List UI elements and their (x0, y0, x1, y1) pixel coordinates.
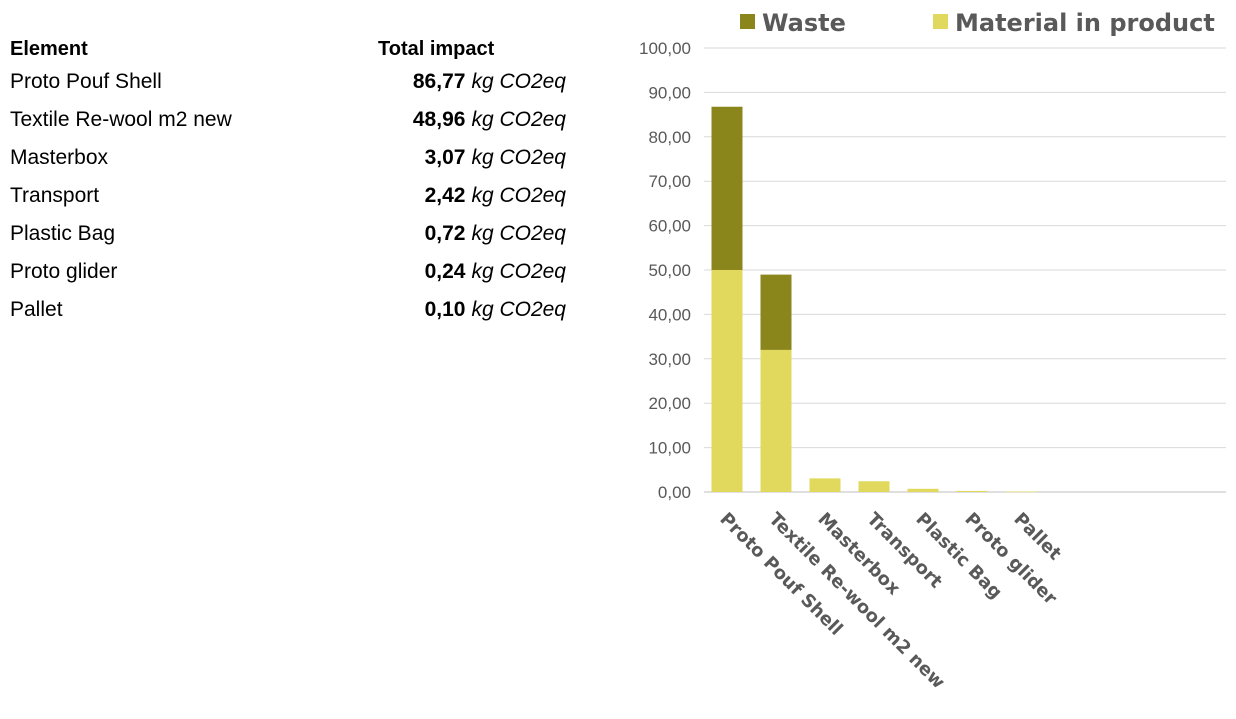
element-name: Masterbox (10, 146, 109, 169)
table-row: Textile Re-wool m2 new 48,96 kg CO2eq (10, 104, 570, 142)
impact-number: 3,07 (424, 146, 466, 169)
table-row: Proto Pouf Shell 86,77 kg CO2eq (10, 66, 570, 104)
bar-material-in-product (956, 490, 988, 492)
impact-number: 0,10 (424, 298, 466, 321)
bar-waste (760, 274, 792, 350)
impact-value: 2,42 kg CO2eq (425, 184, 566, 208)
table-row: Transport 2,42 kg CO2eq (10, 180, 570, 218)
element-name: Plastic Bag (10, 222, 116, 245)
element-name: Transport (10, 184, 100, 207)
legend-swatch (740, 14, 755, 29)
header-total-impact: Total impact (378, 38, 495, 60)
impact-unit: kg CO2eq (471, 70, 566, 93)
table-row: Plastic Bag 0,72 kg CO2eq (10, 218, 570, 256)
y-tick-label: 0,00 (658, 483, 691, 502)
bar-waste (711, 106, 743, 270)
impact-unit: kg CO2eq (471, 184, 566, 207)
impact-value: 48,96 kg CO2eq (413, 108, 566, 132)
impact-value: 0,24 kg CO2eq (425, 260, 566, 284)
legend-label: Material in product (955, 9, 1215, 37)
table-row: Proto glider 0,24 kg CO2eq (10, 256, 570, 294)
y-tick-label: 60,00 (648, 217, 691, 236)
impact-unit: kg CO2eq (471, 260, 566, 283)
table-header: Element Total impact (10, 34, 570, 66)
stacked-bar-chart: 0,00 10,00 20,00 30,00 40,00 50,00 60,00 70,00 8… (639, 9, 1226, 693)
y-tick-label: 50,00 (648, 261, 691, 280)
impact-value: 3,07 kg CO2eq (425, 146, 566, 170)
y-tick-label: 10,00 (648, 439, 691, 458)
y-tick-label: 40,00 (648, 305, 691, 324)
impact-number: 0,24 (424, 260, 466, 283)
impact-table: Element Total impact Proto Pouf Shell 86,… (10, 34, 570, 332)
impact-number: 2,42 (424, 184, 466, 207)
impact-number: 86,77 (412, 70, 466, 93)
y-tick-label: 30,00 (648, 350, 691, 369)
y-tick-label: 70,00 (648, 172, 691, 191)
y-tick-label: 80,00 (648, 128, 691, 147)
impact-unit: kg CO2eq (471, 298, 566, 321)
element-name: Proto glider (10, 260, 118, 283)
impact-unit: kg CO2eq (471, 146, 566, 169)
y-tick-label: 90,00 (648, 83, 691, 102)
impact-unit: kg CO2eq (471, 222, 566, 245)
table-row: Pallet 0,10 kg CO2eq (10, 294, 570, 332)
bar-material-in-product (858, 481, 890, 492)
table-row: Masterbox 3,07 kg CO2eq (10, 142, 570, 180)
impact-value: 86,77 kg CO2eq (413, 70, 566, 94)
impact-value: 0,10 kg CO2eq (425, 298, 566, 322)
legend-swatch (933, 14, 948, 29)
bar-material-in-product (907, 488, 939, 492)
impact-number: 0,72 (424, 222, 466, 245)
bar-material-in-product (711, 270, 743, 492)
header-element: Element (10, 38, 88, 60)
bar-material-in-product (1005, 491, 1037, 493)
impact-unit: kg CO2eq (471, 108, 566, 131)
legend-label: Waste (762, 9, 846, 37)
element-name: Textile Re-wool m2 new (10, 108, 232, 131)
impact-number: 48,96 (412, 108, 466, 131)
impact-value: 0,72 kg CO2eq (425, 222, 566, 246)
element-name: Pallet (10, 298, 63, 321)
bar-material-in-product (809, 478, 841, 492)
y-tick-label: 100,00 (639, 39, 691, 58)
y-tick-label: 20,00 (648, 394, 691, 413)
element-name: Proto Pouf Shell (10, 70, 162, 93)
bar-material-in-product (760, 349, 792, 492)
